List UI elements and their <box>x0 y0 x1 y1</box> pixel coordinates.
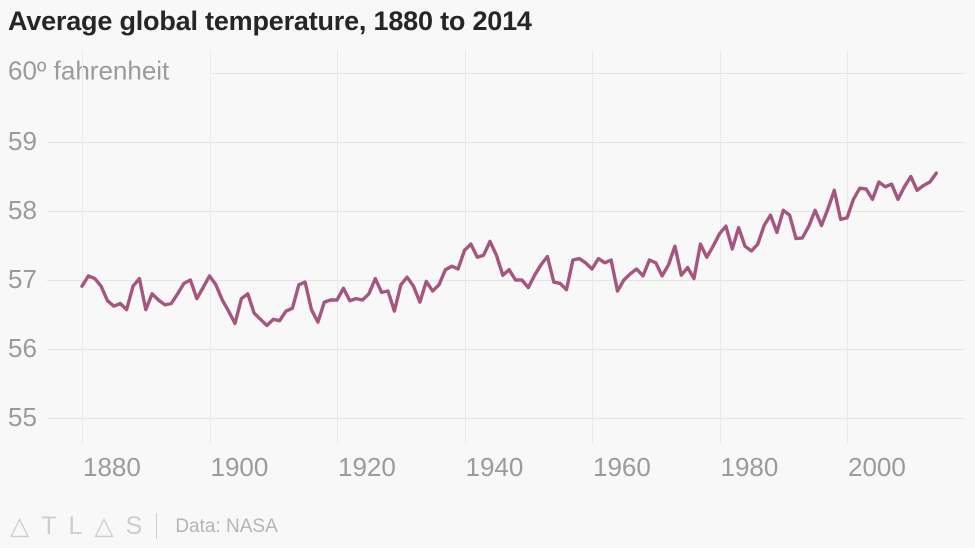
y-tick-label-58: 58 <box>8 194 37 225</box>
x-tick-label-1960: 1960 <box>593 452 651 482</box>
x-tick-label-2000: 2000 <box>848 452 906 482</box>
y-tick-label-55: 55 <box>8 401 37 432</box>
x-tick-label-1880: 1880 <box>83 452 141 482</box>
chart-title: Average global temperature, 1880 to 2014 <box>8 6 532 36</box>
y-tick-label-59: 59 <box>8 125 37 156</box>
chart-footer: △TL△S Data: NASA <box>10 509 975 543</box>
x-tick-label-1900: 1900 <box>210 452 269 482</box>
y-tick-label-56: 56 <box>8 332 37 363</box>
x-tick-label-1980: 1980 <box>720 452 779 482</box>
data-source-credit: Data: NASA <box>175 515 278 537</box>
x-tick-label-1920: 1920 <box>338 452 396 482</box>
temperature-line <box>80 171 938 328</box>
atlas-logo: △TL△S <box>10 511 155 540</box>
footer-divider <box>156 513 158 539</box>
y-tick-label-57: 57 <box>8 263 37 294</box>
x-tick-label-1940: 1940 <box>465 452 524 482</box>
chart-subtitle-top-axis-label: 60º fahrenheit <box>8 55 170 86</box>
